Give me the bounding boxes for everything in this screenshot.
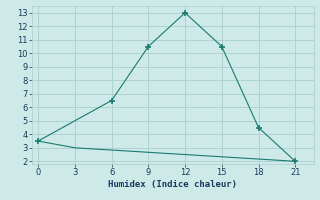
X-axis label: Humidex (Indice chaleur): Humidex (Indice chaleur) bbox=[108, 180, 237, 189]
